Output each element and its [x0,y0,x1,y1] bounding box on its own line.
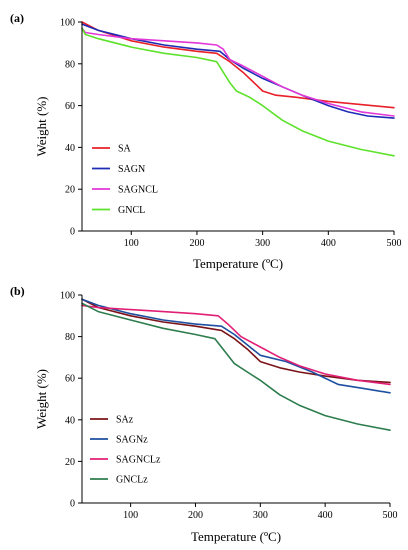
chart-a-series-line-sagn [81,23,395,119]
chart-b-legend-label-gnclz: GNCLz [116,475,148,486]
chart-b-y-tick-label: 20 [65,457,75,468]
chart-panel-a: 100 200 300 400 500 0 20 40 60 80 100 Temperature (… [10,11,402,271]
chart-a-x-tick-label: 100 [124,238,139,249]
chart-a-panel-label: (a) [10,11,24,25]
chart-a-legend-label-sagncl: SAGNCL [118,185,158,196]
chart-b-svg: 100 200 300 400 500 0 20 40 60 80 100 Temperature (… [10,284,398,544]
chart-a-x-tick-label: 400 [321,238,336,249]
chart-b-x-tick-label: 200 [188,510,203,521]
chart-b-series-line-gnclz [81,302,391,431]
chart-a-x-tick-label: 500 [387,238,402,249]
chart-b-series-line-sagnz [81,298,391,394]
chart-b-y-tick-label: 100 [60,291,75,302]
chart-a-y-tick-label: 0 [70,227,75,238]
chart-b-panel-label: (b) [10,284,25,298]
chart-b-y-tick-label: 0 [70,499,75,510]
chart-b-series-line-saz [81,298,391,384]
chart-a-legend-label-sagn: SAGN [118,164,145,175]
chart-a-x-axis-title: Temperature (ºC) [193,256,283,271]
chart-a-y-tick-label: 20 [65,185,75,196]
chart-b-legend-label-sagnclz: SAGNCLz [116,455,161,466]
chart-a-y-tick-label: 100 [60,18,75,29]
chart-b-x-axis-title: Temperature (ºC) [191,529,281,544]
chart-a-svg: 100 200 300 400 500 0 20 40 60 80 100 Temperature (… [10,11,402,271]
chart-b-x-tick-label: 300 [253,510,268,521]
chart-a-y-axis-title: Weight (%) [34,97,49,157]
chart-b-legend-label-sagnz: SAGNz [116,435,148,446]
chart-panel-b: 100 200 300 400 500 0 20 40 60 80 100 Temperature (… [0,275,408,550]
chart-a-x-tick-label: 300 [255,238,270,249]
chart-a-legend-label-gncl: GNCL [118,205,145,216]
chart-a-x-tick-label: 200 [189,238,204,249]
chart-b-y-axis-title: Weight (%) [34,369,49,429]
chart-b-x-tick-label: 500 [383,510,398,521]
chart-b-series-line-sagnclz [81,304,391,386]
chart-b-y-tick-label: 60 [65,374,75,385]
chart-a-y-tick-label: 60 [65,101,75,112]
chart-b-y-tick-label: 80 [65,332,75,343]
chart-a-series-line-sagncl [81,27,395,117]
chart-b-y-tick-label: 40 [65,415,75,426]
chart-a-legend-label-sa: SA [118,144,132,155]
chart-b-x-tick-label: 400 [318,510,333,521]
chart-a-y-tick-label: 80 [65,59,75,70]
chart-b-x-tick-label: 100 [123,510,138,521]
chart-a-series-line-gncl [81,27,395,157]
chart-a-y-tick-label: 40 [65,143,75,154]
chart-b-legend-label-saz: SAz [116,415,134,426]
